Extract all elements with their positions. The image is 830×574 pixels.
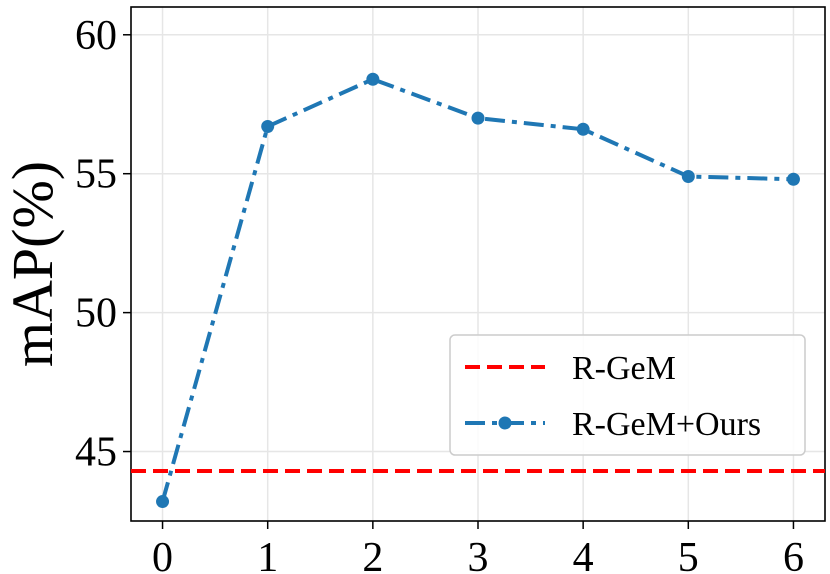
data-point	[261, 119, 275, 133]
x-tick-label: 4	[573, 535, 594, 574]
y-tick-label: 45	[75, 430, 117, 476]
y-tick-label: 50	[75, 291, 117, 337]
legend-label: R-GeM	[572, 350, 676, 387]
legend-marker	[498, 416, 512, 430]
data-point	[786, 172, 800, 186]
data-point	[366, 72, 380, 86]
x-tick-label: 1	[257, 535, 278, 574]
x-tick-label: 5	[678, 535, 699, 574]
data-point	[156, 495, 170, 509]
x-tick-label: 6	[783, 535, 804, 574]
grid	[131, 7, 825, 521]
y-tick-label: 60	[75, 13, 117, 59]
y-tick-label: 55	[75, 152, 117, 198]
data-point	[681, 169, 695, 183]
legend: R-GeM R-GeM+Ours	[449, 334, 806, 456]
legend-label: R-GeM+Ours	[572, 406, 761, 443]
data-series	[131, 72, 825, 509]
y-axis-label: mAP(%)	[0, 161, 65, 367]
x-tick-label: 2	[362, 535, 383, 574]
x-tick-label: 0	[152, 535, 173, 574]
x-tick-label: 3	[468, 535, 489, 574]
data-point	[471, 111, 485, 125]
data-point	[576, 122, 590, 136]
